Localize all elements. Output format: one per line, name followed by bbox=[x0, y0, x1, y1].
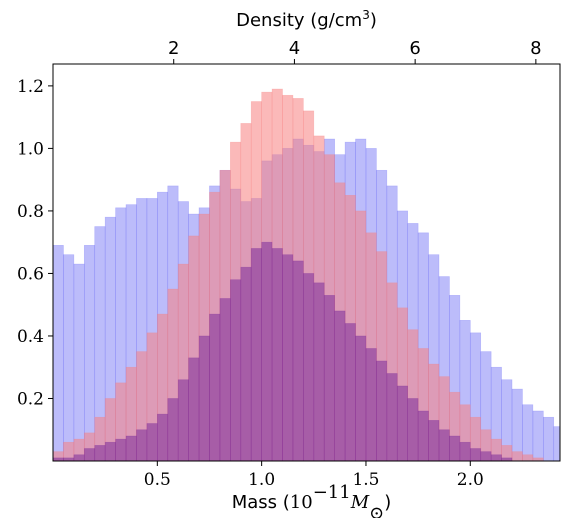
top-tick-label: 8 bbox=[530, 38, 541, 59]
bar-purple-narrow bbox=[167, 398, 179, 461]
bar-blue-wide bbox=[553, 426, 560, 461]
bar-purple-narrow bbox=[407, 398, 419, 461]
top-axis-title: Density (g/cm3) bbox=[236, 8, 377, 31]
bar-purple-narrow bbox=[386, 373, 398, 461]
bar-purple-narrow bbox=[209, 313, 221, 461]
bars-layer bbox=[53, 88, 573, 461]
bar-purple-narrow bbox=[365, 348, 377, 461]
bar-purple-narrow bbox=[376, 360, 388, 461]
bar-blue-wide bbox=[459, 320, 471, 461]
bar-blue-wide bbox=[511, 388, 523, 461]
bar-purple-narrow bbox=[313, 282, 325, 461]
bar-blue-wide bbox=[469, 332, 482, 461]
bar-purple-narrow bbox=[459, 441, 471, 461]
bar-purple-narrow bbox=[115, 438, 127, 461]
x-tick-label: 2.0 bbox=[457, 470, 484, 490]
bar-blue-wide bbox=[125, 204, 137, 461]
y-tick-label: 0.6 bbox=[17, 264, 44, 284]
y-tick-label: 0.4 bbox=[17, 327, 44, 347]
bar-blue-wide bbox=[94, 226, 106, 461]
bar-purple-narrow bbox=[261, 241, 273, 461]
bar-purple-narrow bbox=[334, 310, 346, 461]
bar-blue-wide bbox=[83, 245, 96, 461]
bar-purple-narrow bbox=[490, 454, 502, 461]
bar-red-peaked bbox=[532, 457, 544, 461]
bar-purple-narrow bbox=[94, 445, 106, 461]
bar-purple-narrow bbox=[83, 448, 96, 461]
bar-purple-narrow bbox=[396, 385, 408, 461]
top-tick-label: 2 bbox=[168, 38, 179, 59]
bar-purple-narrow bbox=[240, 266, 252, 461]
x-tick-label: 1.5 bbox=[352, 470, 379, 490]
bar-blue-wide bbox=[115, 207, 127, 461]
bar-purple-narrow bbox=[501, 457, 513, 461]
bar-purple-narrow bbox=[136, 429, 148, 461]
bar-purple-narrow bbox=[282, 254, 294, 461]
bar-red-peaked bbox=[511, 451, 523, 461]
bar-purple-narrow bbox=[323, 295, 335, 461]
bar-purple-narrow bbox=[417, 410, 429, 461]
bar-purple-narrow bbox=[355, 335, 367, 461]
bottom-axis-title: Mass (10−11M⊙) bbox=[232, 482, 392, 518]
bar-purple-narrow bbox=[198, 335, 210, 461]
bar-blue-wide bbox=[53, 245, 64, 461]
series-purple-narrow bbox=[53, 241, 513, 461]
bar-purple-narrow bbox=[438, 429, 450, 461]
axes-layer: 0.5 1.0 1.5 2.0 0.2 0.4 0.6 0.8 1.0 1.2 2 4 6 8 bbox=[17, 38, 542, 490]
bar-blue-wide bbox=[104, 216, 116, 461]
bar-purple-narrow bbox=[146, 423, 158, 461]
bar-purple-narrow bbox=[303, 273, 315, 461]
bar-purple-narrow bbox=[469, 448, 482, 461]
bar-blue-wide bbox=[564, 433, 573, 461]
bar-purple-narrow bbox=[73, 454, 85, 461]
bar-purple-narrow bbox=[449, 435, 461, 461]
y-tick-label: 0.2 bbox=[17, 389, 44, 409]
bar-red-peaked bbox=[522, 454, 534, 461]
bar-purple-narrow bbox=[125, 435, 137, 461]
bar-purple-narrow bbox=[104, 441, 116, 461]
bar-purple-narrow bbox=[428, 420, 440, 461]
y-tick-label: 1.2 bbox=[17, 77, 44, 97]
top-tick-label: 6 bbox=[409, 38, 420, 59]
bar-purple-narrow bbox=[271, 248, 283, 461]
bar-purple-narrow bbox=[177, 379, 189, 461]
bar-purple-narrow bbox=[157, 413, 169, 461]
x-tick-label: 0.5 bbox=[144, 470, 171, 490]
bar-purple-narrow bbox=[344, 323, 356, 461]
bar-blue-wide bbox=[63, 254, 75, 461]
bar-blue-wide bbox=[522, 404, 534, 461]
bar-purple-narrow bbox=[292, 260, 304, 461]
bar-purple-narrow bbox=[219, 298, 231, 461]
top-tick-label: 4 bbox=[289, 38, 300, 59]
bar-purple-narrow bbox=[480, 451, 492, 461]
bar-purple-narrow bbox=[230, 279, 242, 461]
bar-blue-wide bbox=[543, 416, 555, 461]
bar-blue-wide bbox=[532, 410, 544, 461]
bar-purple-narrow bbox=[250, 248, 262, 461]
plot-frame bbox=[52, 63, 561, 462]
y-tick-label: 1.0 bbox=[17, 139, 44, 159]
bar-purple-narrow bbox=[188, 357, 200, 461]
bar-blue-wide bbox=[136, 198, 148, 461]
y-tick-label: 0.8 bbox=[17, 202, 44, 222]
x-tick-label: 1.0 bbox=[248, 470, 275, 490]
bar-blue-wide bbox=[73, 263, 85, 461]
